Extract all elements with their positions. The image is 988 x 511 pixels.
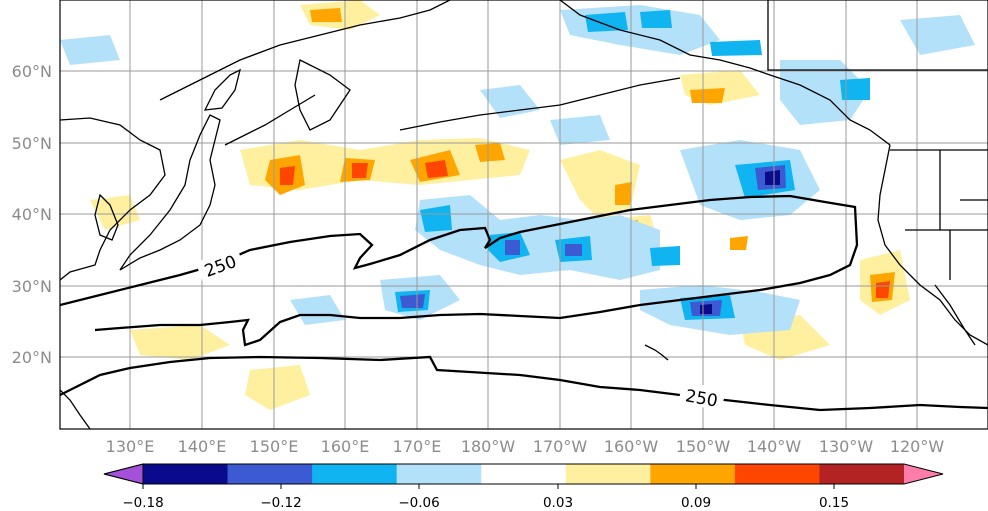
colorbar-tick-label: 0.15 bbox=[819, 495, 849, 511]
lon-label: 180°W bbox=[461, 437, 516, 456]
colorbar-swatch bbox=[227, 464, 313, 484]
positive-anomaly-patch bbox=[130, 325, 230, 360]
negative-anomaly-patch bbox=[290, 295, 345, 325]
negative-anomaly-patch bbox=[505, 240, 520, 255]
positive-anomaly-patch bbox=[90, 195, 140, 230]
positive-anomaly-patch bbox=[876, 281, 890, 298]
colorbar-swatch bbox=[819, 464, 905, 484]
lon-label: 160°W bbox=[604, 437, 659, 456]
kuril-islands bbox=[224, 94, 316, 146]
contour-lines bbox=[60, 194, 988, 412]
map-panel: 250 250 bbox=[59, 0, 988, 430]
colorbar-extend-high bbox=[904, 464, 943, 484]
colorbar-swatch bbox=[734, 464, 820, 484]
negative-anomaly-patch bbox=[60, 35, 120, 65]
latitude-labels: 60°N 50°N 40°N 30°N 20°N bbox=[12, 62, 52, 367]
negative-anomaly-patch bbox=[565, 244, 582, 256]
lon-label: 170°E bbox=[393, 437, 442, 456]
colorbar-swatches bbox=[103, 463, 944, 485]
negative-anomaly-patch bbox=[415, 195, 660, 280]
lon-label: 140°W bbox=[747, 437, 802, 456]
longitude-labels: 130°E 140°E 150°E 160°E 170°E 180°W 170°… bbox=[106, 437, 945, 456]
lon-label: 170°W bbox=[533, 437, 588, 456]
colorbar-tick-label: −0.18 bbox=[122, 495, 163, 511]
colorbar-extend-low bbox=[104, 464, 143, 484]
negative-anomaly-patch bbox=[550, 115, 610, 145]
north-america-coastline bbox=[877, 144, 988, 346]
asia-coastline bbox=[60, 117, 166, 281]
lon-label: 140°E bbox=[178, 437, 227, 456]
negative-anomaly-patch bbox=[700, 304, 712, 314]
positive-anomaly-patch bbox=[352, 163, 368, 178]
negative-anomaly-patch bbox=[780, 60, 870, 125]
lat-label: 40°N bbox=[12, 205, 52, 224]
positive-anomaly-patch bbox=[730, 236, 748, 250]
positive-anomaly-patch bbox=[280, 166, 295, 185]
colorbar-ticks bbox=[142, 484, 835, 489]
negative-anomaly-patch bbox=[650, 246, 680, 266]
japan-coastline bbox=[119, 114, 221, 271]
contour-250-northern bbox=[60, 194, 859, 347]
lon-label: 160°E bbox=[321, 437, 370, 456]
contour-label-bg bbox=[678, 381, 726, 411]
us-borders bbox=[890, 149, 988, 280]
positive-anomaly-patch bbox=[425, 160, 448, 178]
colorbar-swatch bbox=[312, 464, 398, 484]
colorbar-swatch bbox=[650, 464, 736, 484]
negative-anomaly-patch bbox=[900, 15, 975, 55]
colorbar-tick-label: 0.03 bbox=[543, 495, 573, 511]
canada-border bbox=[767, 0, 988, 71]
colorbar-tick-label: −0.06 bbox=[398, 495, 439, 511]
negative-anomaly-patch bbox=[710, 40, 762, 56]
positive-anomaly-patch bbox=[310, 8, 342, 22]
colorbar-tick-label: 0.09 bbox=[681, 495, 711, 511]
contour-label-bg bbox=[195, 247, 245, 283]
anomaly-shading bbox=[60, 0, 975, 410]
positive-anomaly-patch bbox=[615, 182, 632, 205]
negative-anomaly-patch bbox=[640, 10, 672, 28]
map-frame bbox=[59, 0, 988, 430]
positive-anomaly-patch bbox=[245, 365, 310, 410]
coastlines bbox=[60, 0, 988, 429]
lon-label: 120°W bbox=[890, 437, 945, 456]
lon-label: 150°E bbox=[250, 437, 299, 456]
negative-anomaly-patch bbox=[400, 294, 425, 308]
positive-anomaly-patch bbox=[240, 138, 530, 190]
kamchatka-peninsula-coastline bbox=[294, 59, 351, 131]
alaska-coastline bbox=[559, 0, 891, 146]
aleutian-islands bbox=[399, 77, 681, 131]
negative-anomaly-patch bbox=[585, 12, 628, 32]
colorbar-frame bbox=[103, 463, 144, 485]
positive-anomaly-patch bbox=[475, 143, 505, 162]
colorbar: −0.18 −0.12 −0.06 0.03 0.09 0.15 bbox=[103, 463, 944, 511]
colorbar-swatch bbox=[143, 464, 229, 484]
lon-label: 130°E bbox=[106, 437, 155, 456]
lon-label: 130°W bbox=[819, 437, 874, 456]
negative-anomaly-patch bbox=[765, 170, 780, 185]
colorbar-swatch bbox=[396, 464, 482, 484]
colorbar-swatch bbox=[481, 464, 567, 484]
kamchatka-coastline bbox=[159, 0, 451, 101]
colorbar-swatch bbox=[565, 464, 651, 484]
baja-coastline bbox=[934, 284, 976, 346]
colorbar-labels: −0.18 −0.12 −0.06 0.03 0.09 0.15 bbox=[122, 495, 849, 511]
lat-label: 60°N bbox=[12, 62, 52, 81]
korea-coastline bbox=[94, 193, 119, 241]
negative-anomaly-patch bbox=[840, 78, 870, 100]
colorbar-tick-label: −0.12 bbox=[260, 495, 301, 511]
contour-250-southern bbox=[60, 355, 988, 412]
philippines-coastline bbox=[60, 389, 91, 429]
positive-anomaly-patch bbox=[690, 88, 725, 103]
lat-label: 20°N bbox=[12, 348, 52, 367]
negative-anomaly-patch bbox=[420, 205, 452, 232]
lat-label: 30°N bbox=[12, 277, 52, 296]
lat-label: 50°N bbox=[12, 134, 52, 153]
hawaii-islands bbox=[644, 344, 669, 361]
sakhalin-coastline bbox=[203, 68, 241, 111]
lon-label: 150°W bbox=[676, 437, 731, 456]
